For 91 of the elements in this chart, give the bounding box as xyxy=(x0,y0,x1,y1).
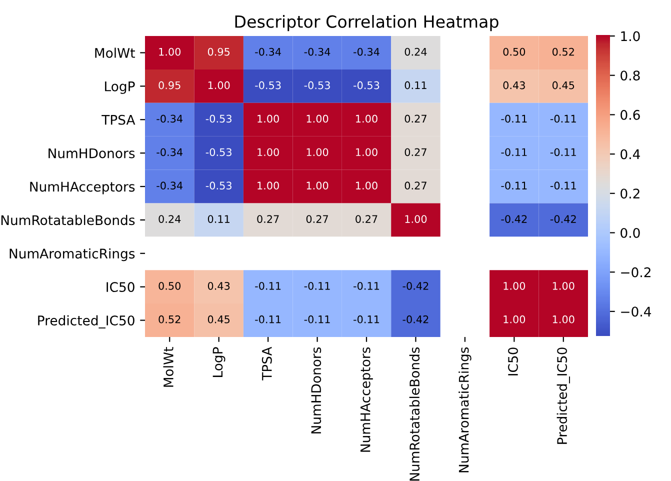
data-label: 0.27 xyxy=(306,215,328,223)
data-label: 0.27 xyxy=(404,148,426,156)
x-tick-label: TPSA xyxy=(262,346,272,380)
data-label: -0.53 xyxy=(354,81,380,90)
x-tick-label: NumRotatableBonds xyxy=(409,347,420,481)
data-label: -0.34 xyxy=(354,48,380,56)
data-label: 0.24 xyxy=(404,48,427,56)
y-tick-label: NumRotatableBonds xyxy=(1,214,135,226)
data-label: -0.11 xyxy=(550,182,576,190)
data-label: 0.43 xyxy=(208,282,230,290)
data-label: 1.00 xyxy=(552,315,574,324)
y-tick-label: Predicted_IC50 xyxy=(38,315,134,328)
data-label: -0.11 xyxy=(550,148,576,156)
data-label: 0.95 xyxy=(158,81,180,90)
data-label: 1.00 xyxy=(306,148,328,156)
data-label: 1.00 xyxy=(504,315,526,324)
data-label: -0.34 xyxy=(156,148,183,156)
data-label: 0.27 xyxy=(404,114,426,123)
y-tick-label: TPSA xyxy=(102,114,136,125)
data-label: 0.43 xyxy=(503,81,525,90)
data-label: -0.42 xyxy=(501,215,527,223)
x-tick-label: IC50 xyxy=(508,348,518,376)
data-label: -0.11 xyxy=(501,148,527,156)
data-label: 0.27 xyxy=(257,215,279,223)
data-label: -0.53 xyxy=(255,81,281,90)
data-label: 0.45 xyxy=(208,315,230,324)
color-bar-label: 0.8 xyxy=(620,70,640,81)
data-label: 0.11 xyxy=(404,81,426,90)
data-label: 0.45 xyxy=(552,81,574,90)
y-tick-label: MolWt xyxy=(95,48,135,58)
data-label: 0.52 xyxy=(158,315,180,324)
color-bar-label: −0.4 xyxy=(621,306,652,317)
data-label: 1.00 xyxy=(356,182,378,190)
data-label: -0.11 xyxy=(255,315,281,324)
data-label: 0.95 xyxy=(208,48,230,56)
data-label: -0.42 xyxy=(402,282,428,290)
data-label: 0.50 xyxy=(158,282,181,290)
y-tick-label: NumHAcceptors xyxy=(30,182,135,194)
data-label: 1.00 xyxy=(258,182,279,190)
data-label: 0.24 xyxy=(158,215,181,223)
data-label: 0.52 xyxy=(552,48,574,56)
x-tick-label: NumHDonors xyxy=(311,347,322,434)
data-label: -0.11 xyxy=(304,315,330,324)
color-bar-label: 0.0 xyxy=(620,228,640,238)
data-label: -0.34 xyxy=(156,182,183,190)
data-label: -0.34 xyxy=(156,114,183,123)
color-bar-label: 0.6 xyxy=(620,110,640,120)
data-label: -0.53 xyxy=(206,182,232,190)
data-label: -0.11 xyxy=(550,114,576,123)
x-tick-label: Predicted_IC50 xyxy=(556,348,570,444)
data-label: 1.00 xyxy=(552,282,574,290)
y-tick-label: NumAromaticRings xyxy=(10,248,135,262)
data-label: 1.00 xyxy=(504,282,526,290)
chart-title: Descriptor Correlation Heatmap xyxy=(235,15,498,32)
data-label: -0.11 xyxy=(501,182,527,190)
data-label: -0.11 xyxy=(354,315,380,324)
data-label: -0.53 xyxy=(304,81,330,90)
data-label: -0.42 xyxy=(550,215,576,223)
data-label: -0.11 xyxy=(304,282,330,290)
data-label: -0.11 xyxy=(354,282,380,290)
color-bar-label: 0.4 xyxy=(620,149,640,160)
data-label: -0.11 xyxy=(255,282,281,290)
data-label: 1.00 xyxy=(258,114,279,123)
y-tick-label: IC50 xyxy=(106,282,134,292)
data-label: 0.27 xyxy=(356,215,378,223)
color-bar-label: 0.2 xyxy=(620,188,640,199)
data-label: 1.00 xyxy=(306,182,328,190)
color-bar-label: −0.2 xyxy=(621,267,650,278)
data-label: 0.50 xyxy=(503,48,526,56)
data-label: 1.00 xyxy=(306,114,328,123)
data-label: 1.00 xyxy=(405,215,427,223)
data-label: -0.42 xyxy=(402,315,428,324)
data-label: -0.53 xyxy=(206,114,232,123)
y-tick-label: NumHDonors xyxy=(48,148,135,158)
x-tick-label: MolWt xyxy=(163,347,174,387)
data-label: 1.00 xyxy=(356,148,378,156)
data-label: 0.27 xyxy=(404,182,426,190)
x-tick-label: NumHAcceptors xyxy=(360,347,373,452)
data-label: -0.34 xyxy=(255,48,281,56)
data-label: -0.53 xyxy=(206,148,232,156)
color-bar-label: 1.0 xyxy=(621,31,640,42)
data-label: 1.00 xyxy=(258,148,279,156)
x-tick-label: NumAromaticRings xyxy=(458,347,472,472)
data-label: 0.11 xyxy=(208,215,230,223)
data-label: 1.00 xyxy=(159,48,181,56)
y-tick-label: LogP xyxy=(105,82,135,94)
x-tick-label: LogP xyxy=(212,347,226,377)
data-label: 1.00 xyxy=(356,114,378,123)
data-label: -0.34 xyxy=(304,48,330,56)
data-label: 1.00 xyxy=(208,81,230,90)
data-label: -0.11 xyxy=(501,114,527,123)
